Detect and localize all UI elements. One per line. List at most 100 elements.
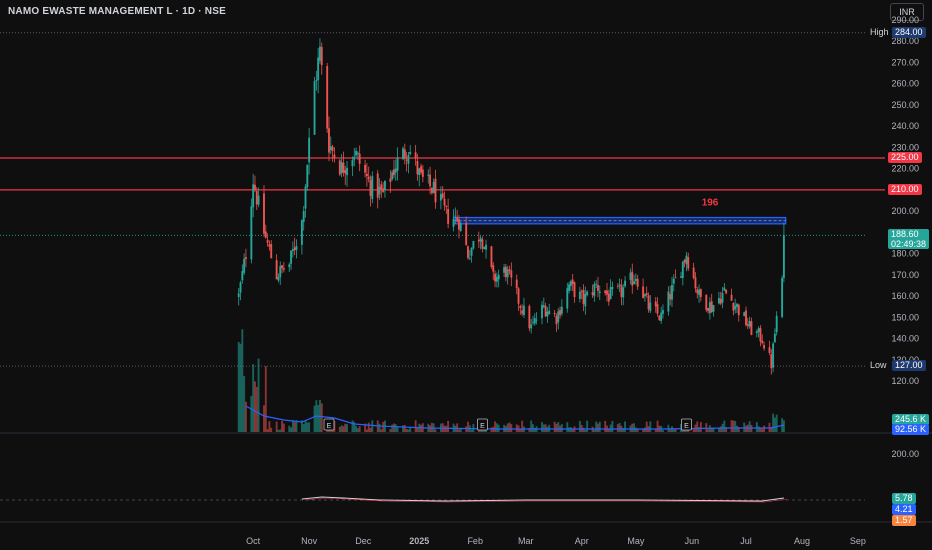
volume-bar (736, 425, 738, 432)
candle-body (485, 244, 487, 250)
volume-bar (281, 421, 283, 432)
candle-body (351, 160, 354, 167)
volume-bar (723, 420, 726, 432)
candle-body (380, 184, 383, 190)
volume-bar (295, 420, 298, 432)
candle-body (420, 166, 422, 173)
volume-bar (568, 427, 571, 432)
earnings-event-marker (323, 418, 335, 431)
volume-bar (622, 428, 625, 432)
volume-bar (597, 423, 599, 432)
candle-body (768, 347, 771, 353)
candle-body (645, 292, 648, 295)
candle-body (616, 286, 619, 288)
candle-body (358, 153, 361, 164)
volume-bar (773, 417, 776, 432)
price-tick-label: 160.00 (891, 291, 919, 301)
volume-bar (772, 413, 775, 432)
candle-body (369, 179, 372, 196)
chart-title: NAMO EWASTE MANAGEMENT L · 1D · NSE (8, 6, 226, 17)
volume-bar (371, 420, 374, 432)
volume-bar (333, 421, 336, 432)
volume-bar (288, 425, 291, 432)
volume-bar (553, 421, 556, 432)
candle-body (544, 305, 547, 317)
volume-bar (290, 427, 293, 432)
candle-body (680, 276, 682, 278)
candle-body (405, 159, 408, 161)
volume-bar (508, 422, 511, 432)
candle-body (770, 354, 773, 369)
volume-bar (313, 405, 316, 432)
candle-body (403, 149, 406, 159)
candle-body (391, 172, 394, 180)
candle-body (382, 188, 385, 192)
price-tick-label: 120.00 (891, 376, 919, 386)
candle-body (674, 277, 677, 279)
candle-body (510, 270, 513, 278)
candle-body (649, 302, 652, 312)
candle-body (725, 289, 728, 294)
candle-body (528, 306, 531, 329)
volume-bar (519, 429, 522, 432)
volume-bar (541, 422, 543, 432)
candle-body (606, 290, 608, 295)
price-tick-label: 130.00 (891, 355, 919, 365)
candle-body (315, 80, 318, 81)
candle-body (775, 315, 778, 333)
volume-bar (416, 428, 419, 432)
candle-body (746, 324, 749, 327)
price-tick-label: 270.00 (891, 57, 919, 67)
volume-bar (477, 429, 480, 432)
candle-body (308, 137, 311, 163)
candle-body (244, 257, 247, 260)
candle-body (584, 294, 587, 307)
price-tick-label: 150.00 (891, 312, 919, 322)
candle-body (365, 173, 368, 177)
candle-body (692, 267, 695, 278)
candle-body (409, 151, 412, 155)
volume-bar (643, 427, 646, 432)
volume-value-tag: 245.6 K (892, 414, 930, 425)
volume-bar (342, 426, 345, 432)
candle-body (459, 223, 462, 231)
volume-bar (244, 401, 247, 432)
candle-body (609, 287, 612, 300)
x-tick-label: Mar (518, 536, 534, 546)
volume-bar (582, 427, 585, 432)
volume-bar (459, 427, 462, 432)
volume-bar (358, 426, 361, 432)
candle-body (338, 160, 341, 175)
currency-button[interactable]: INR (890, 3, 924, 21)
candle-body (389, 178, 392, 183)
volume-bar (317, 404, 320, 432)
candle-body (504, 266, 507, 278)
candle-body (569, 281, 572, 286)
volume-bar (458, 429, 460, 432)
volume-bar (367, 422, 370, 432)
candle-body (685, 255, 688, 265)
volume-bar (255, 386, 258, 432)
candle-body (439, 194, 442, 201)
volume-ma-tag: 92.56 K (892, 424, 930, 435)
volume-bar (528, 427, 531, 432)
candle-body (658, 315, 661, 320)
price-tick-label: 170.00 (891, 270, 919, 280)
candle-body (598, 291, 601, 293)
volume-bar (586, 420, 589, 432)
volume-bar (403, 424, 406, 432)
candle-body (671, 284, 673, 300)
volume-bar (263, 405, 265, 432)
x-tick-label: Nov (301, 536, 318, 546)
candle-body (479, 238, 482, 242)
candle-body (300, 220, 303, 245)
volume-bar (293, 422, 296, 432)
event-marker-label: E (480, 423, 485, 430)
candle-body (340, 162, 343, 174)
zone-label: 196 (702, 197, 719, 208)
volume-bar (692, 429, 695, 432)
candle-body (302, 210, 305, 222)
candle-body (429, 174, 432, 187)
volume-bar (353, 421, 356, 432)
